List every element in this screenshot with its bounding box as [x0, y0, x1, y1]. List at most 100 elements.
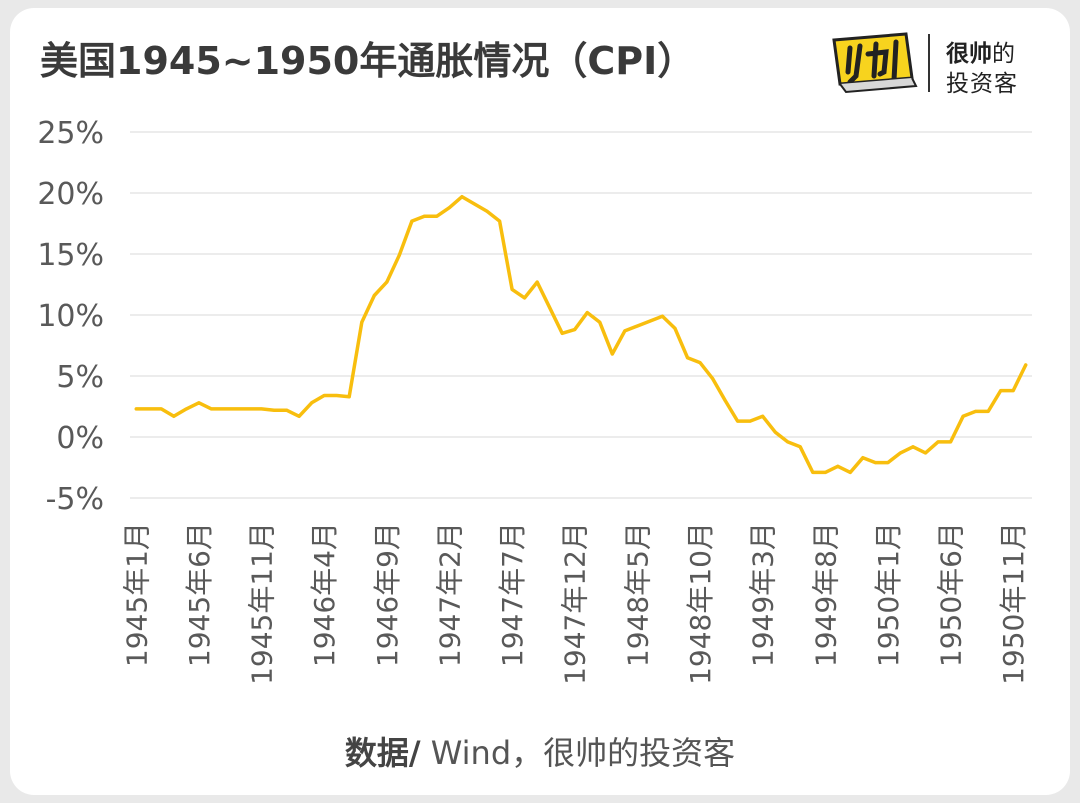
- data-point: [560, 331, 564, 335]
- x-tick-label: 1950年6月: [935, 522, 968, 667]
- source-note: 数据/ Wind，很帅的投资客: [344, 734, 736, 772]
- data-point: [861, 456, 865, 460]
- data-point: [773, 430, 777, 434]
- data-point: [811, 470, 815, 474]
- data-point: [159, 407, 163, 411]
- data-point: [184, 407, 188, 411]
- data-point: [360, 320, 364, 324]
- y-tick-label: 20%: [37, 177, 104, 212]
- x-tick-label: 1950年11月: [997, 522, 1030, 685]
- data-point: [285, 408, 289, 412]
- x-tick-label: 1950年1月: [872, 522, 905, 667]
- data-point: [610, 352, 614, 356]
- data-point: [197, 401, 201, 405]
- data-point: [247, 407, 251, 411]
- brand-name-line1: 很帅的: [946, 41, 1015, 67]
- x-tick-label: 1948年10月: [684, 522, 717, 685]
- data-point: [447, 206, 451, 210]
- y-tick-label: 5%: [56, 360, 104, 395]
- data-point: [836, 464, 840, 468]
- data-point: [924, 451, 928, 455]
- brand-logo: 很帅的 投资客: [820, 26, 1050, 106]
- shuai-logo-icon: [832, 32, 918, 94]
- x-tick-label: 1945年11月: [246, 522, 279, 685]
- data-point: [134, 407, 138, 411]
- x-tick-label: 1947年7月: [496, 522, 529, 667]
- data-point: [147, 407, 151, 411]
- x-tick-label: 1948年5月: [621, 522, 654, 667]
- data-point: [748, 419, 752, 423]
- data-point: [635, 324, 639, 328]
- chart-card: 美国1945~1950年通胀情况（CPI） 很帅的 投资客 -5% 0% 5% 10%…: [10, 8, 1070, 795]
- data-point: [222, 407, 226, 411]
- data-point: [335, 394, 339, 398]
- data-point: [961, 414, 965, 418]
- x-tick-label: 1947年12月: [559, 522, 592, 685]
- data-point: [974, 409, 978, 413]
- data-point: [347, 395, 351, 399]
- x-tick-label: 1949年3月: [747, 522, 780, 667]
- data-point: [422, 214, 426, 218]
- data-point: [172, 414, 176, 418]
- data-point: [886, 461, 890, 465]
- y-tick-label: 10%: [37, 299, 104, 334]
- data-point: [385, 280, 389, 284]
- data-point: [535, 280, 539, 284]
- brand-name-line2: 投资客: [946, 71, 1018, 97]
- data-point: [372, 293, 376, 297]
- data-point: [460, 195, 464, 199]
- data-point: [936, 440, 940, 444]
- x-tick-label: 1945年6月: [183, 522, 216, 667]
- data-point: [260, 407, 264, 411]
- data-point: [648, 319, 652, 323]
- data-point: [234, 407, 238, 411]
- data-point: [498, 219, 502, 223]
- data-point: [297, 414, 301, 418]
- x-tick-label: 1949年8月: [809, 522, 842, 667]
- data-point: [397, 253, 401, 257]
- data-point: [685, 356, 689, 360]
- data-point: [949, 440, 953, 444]
- data-point: [723, 398, 727, 402]
- data-point: [673, 326, 677, 330]
- data-point: [761, 414, 765, 418]
- data-point: [485, 209, 489, 213]
- y-tick-label: 0%: [56, 421, 104, 456]
- data-point: [523, 296, 527, 300]
- data-point: [999, 389, 1003, 393]
- data-point: [848, 470, 852, 474]
- cpi-line-chart: -5% 0% 5% 10% 15% 20% 25% 1945年1月 1945年6月 1945年11…: [37, 116, 1032, 685]
- data-point: [711, 376, 715, 380]
- data-point: [911, 445, 915, 449]
- chart-title: 美国1945~1950年通胀情况（CPI）: [40, 39, 696, 83]
- data-point: [573, 328, 577, 332]
- data-point: [548, 306, 552, 310]
- x-tick-label: 1945年1月: [120, 522, 153, 667]
- x-tick-label: 1947年2月: [433, 522, 466, 667]
- data-point: [736, 419, 740, 423]
- data-point: [1024, 363, 1028, 367]
- data-point: [898, 451, 902, 455]
- data-point: [322, 394, 326, 398]
- data-point: [986, 409, 990, 413]
- data-point: [473, 202, 477, 206]
- data-point: [786, 440, 790, 444]
- y-tick-label: 15%: [37, 238, 104, 273]
- data-point: [272, 408, 276, 412]
- data-point: [410, 219, 414, 223]
- cpi-series-line: [134, 194, 1028, 475]
- y-tick-label: -5%: [46, 482, 104, 517]
- x-tick-label: 1946年4月: [308, 522, 341, 667]
- data-point: [698, 361, 702, 365]
- y-tick-label: 25%: [37, 116, 104, 151]
- data-point: [873, 461, 877, 465]
- data-point: [435, 214, 439, 218]
- data-point: [510, 287, 514, 291]
- data-point: [823, 470, 827, 474]
- data-point: [598, 320, 602, 324]
- data-point: [310, 401, 314, 405]
- x-tick-label: 1946年9月: [371, 522, 404, 667]
- data-point: [585, 311, 589, 315]
- data-point: [660, 314, 664, 318]
- data-point: [623, 329, 627, 333]
